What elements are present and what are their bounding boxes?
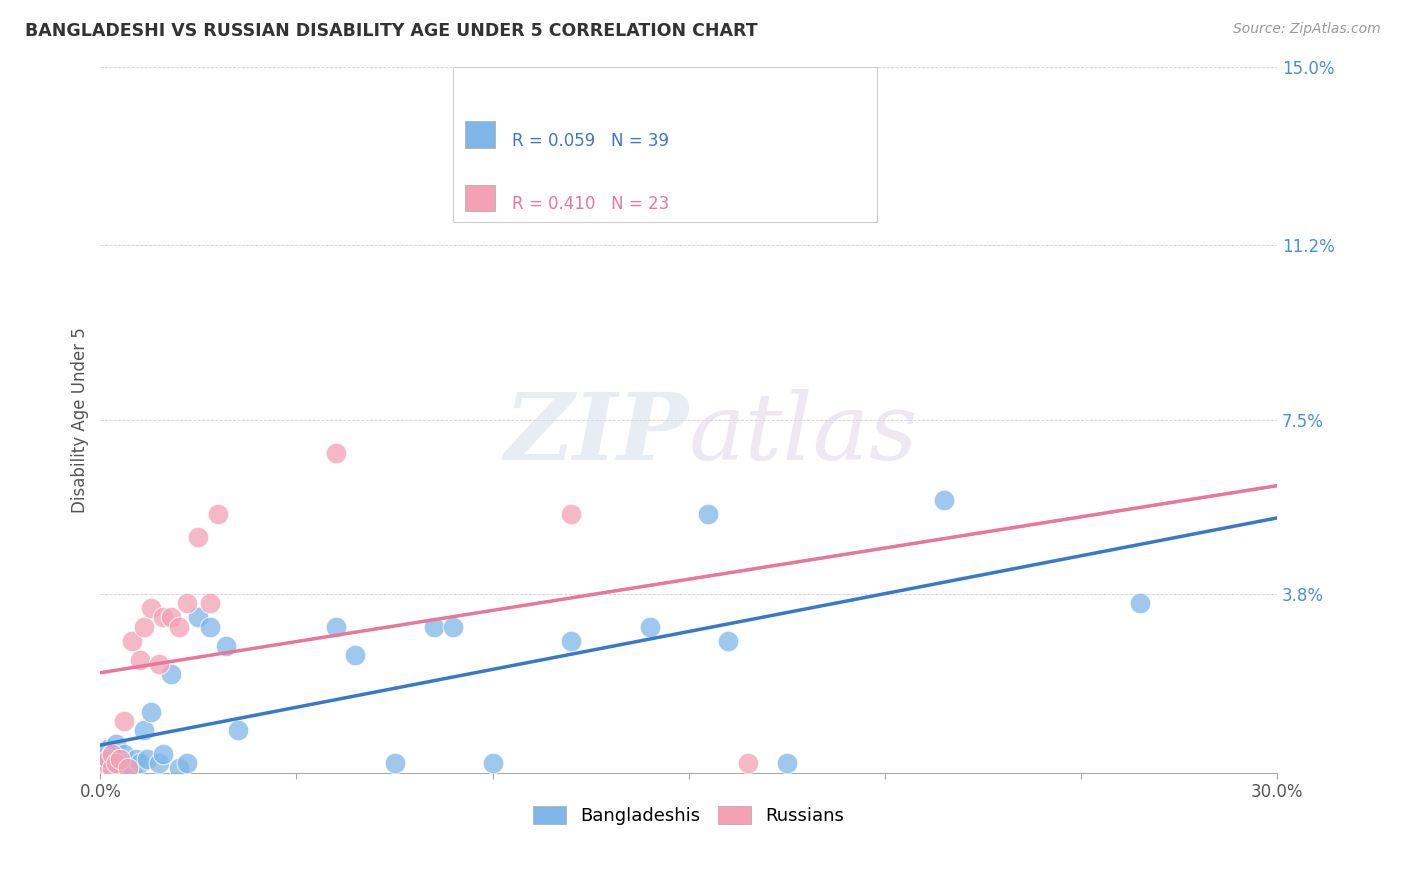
- Point: [344, 648, 367, 662]
- Point: [141, 705, 163, 719]
- Text: Source: ZipAtlas.com: Source: ZipAtlas.com: [1233, 22, 1381, 37]
- Point: [187, 530, 209, 544]
- Legend: Bangladeshis, Russians: Bangladeshis, Russians: [524, 797, 853, 834]
- Point: [117, 761, 139, 775]
- Point: [226, 723, 249, 738]
- Point: [167, 620, 190, 634]
- Point: [132, 620, 155, 634]
- Point: [325, 620, 347, 634]
- Text: R = 0.059   N = 39: R = 0.059 N = 39: [512, 132, 669, 150]
- FancyBboxPatch shape: [453, 67, 877, 222]
- Point: [187, 610, 209, 624]
- Point: [384, 756, 406, 771]
- Point: [108, 761, 131, 775]
- Point: [141, 601, 163, 615]
- Point: [717, 634, 740, 648]
- Point: [481, 756, 503, 771]
- Point: [167, 761, 190, 775]
- Point: [176, 756, 198, 771]
- Point: [121, 761, 143, 775]
- Point: [97, 742, 120, 756]
- Point: [93, 751, 115, 765]
- Point: [128, 756, 150, 771]
- Text: R = 0.410   N = 23: R = 0.410 N = 23: [512, 195, 669, 213]
- Point: [560, 634, 582, 648]
- Point: [112, 714, 135, 728]
- Point: [932, 492, 955, 507]
- Point: [132, 723, 155, 738]
- Bar: [465, 121, 495, 148]
- Point: [441, 620, 464, 634]
- Point: [160, 610, 183, 624]
- Point: [152, 747, 174, 761]
- Point: [105, 756, 128, 771]
- Point: [697, 507, 720, 521]
- Bar: [465, 185, 495, 211]
- Point: [128, 653, 150, 667]
- Point: [160, 666, 183, 681]
- Point: [97, 756, 120, 771]
- Text: BANGLADESHI VS RUSSIAN DISABILITY AGE UNDER 5 CORRELATION CHART: BANGLADESHI VS RUSSIAN DISABILITY AGE UN…: [25, 22, 758, 40]
- Point: [121, 634, 143, 648]
- Text: ZIP: ZIP: [505, 389, 689, 479]
- Point: [1129, 596, 1152, 610]
- Point: [152, 610, 174, 624]
- Point: [198, 620, 221, 634]
- Point: [112, 747, 135, 761]
- Point: [638, 620, 661, 634]
- Point: [101, 747, 124, 761]
- Point: [101, 761, 124, 775]
- Point: [423, 620, 446, 634]
- Point: [108, 751, 131, 765]
- Point: [148, 756, 170, 771]
- Point: [105, 756, 128, 771]
- Point: [136, 751, 159, 765]
- Point: [117, 756, 139, 771]
- Point: [560, 507, 582, 521]
- Text: atlas: atlas: [689, 389, 918, 479]
- Point: [93, 756, 115, 771]
- Point: [776, 756, 799, 771]
- Point: [124, 751, 146, 765]
- Point: [148, 657, 170, 672]
- Point: [108, 751, 131, 765]
- Point: [105, 738, 128, 752]
- Point: [97, 751, 120, 765]
- Point: [215, 639, 238, 653]
- Point: [207, 507, 229, 521]
- Point: [325, 445, 347, 459]
- Point: [101, 761, 124, 775]
- Point: [101, 747, 124, 761]
- Point: [176, 596, 198, 610]
- Y-axis label: Disability Age Under 5: Disability Age Under 5: [72, 326, 89, 513]
- Point: [737, 756, 759, 771]
- Point: [198, 596, 221, 610]
